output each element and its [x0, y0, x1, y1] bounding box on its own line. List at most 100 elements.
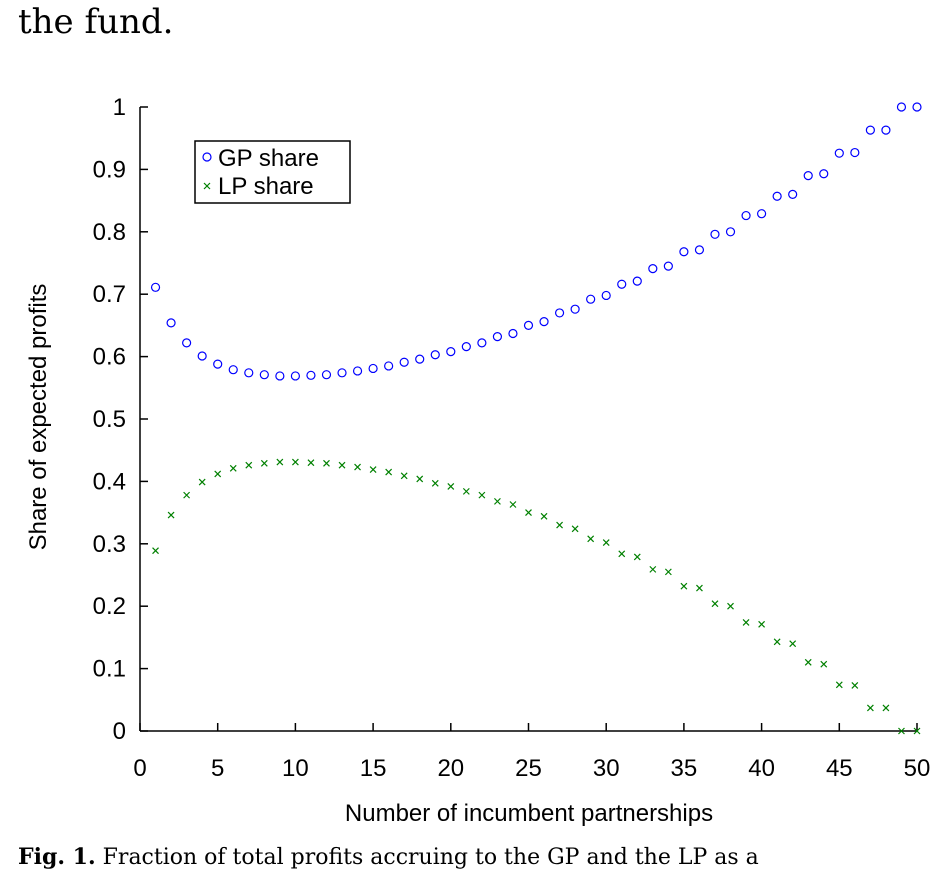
gp-share-point [275, 371, 285, 381]
x-tick-label: 50 [904, 755, 931, 782]
gp-share-point [570, 304, 580, 314]
y-axis-label: Share of expected profits [25, 284, 52, 551]
lp-share-point [680, 582, 688, 590]
gp-share-point [896, 102, 907, 112]
lp-share-point [571, 525, 579, 533]
gp-share-point [244, 368, 254, 378]
lp-share-point [338, 461, 346, 469]
x-tick-label: 0 [133, 755, 146, 782]
lp-share-point [323, 459, 330, 467]
lp-share-point [804, 658, 812, 666]
x-tick-label: 5 [211, 755, 224, 782]
x-tick-label: 40 [748, 755, 775, 782]
figure-caption: Fig. 1. Fraction of total profits accrui… [18, 844, 937, 870]
gp-share-point [679, 247, 689, 257]
gp-share-point [632, 276, 642, 286]
lp-share-point [540, 512, 548, 520]
gp-share-point [446, 347, 456, 357]
gp-share-point [554, 308, 565, 318]
x-axis-label: Number of incumbent partnerships [345, 800, 713, 827]
x-tick-label: 25 [515, 755, 542, 782]
gp-share-point [399, 357, 409, 367]
lp-share-point [820, 660, 828, 668]
lp-share-point [711, 600, 719, 608]
caption-text: Fraction of total profits accruing to th… [102, 845, 759, 870]
gp-share-point [881, 125, 891, 135]
gp-share-point [384, 361, 394, 371]
gp-share-point [492, 332, 503, 342]
lp-share-point [773, 638, 781, 646]
gp-share-point [741, 210, 751, 221]
gp-share-point [756, 209, 767, 219]
gp-share-point [772, 191, 782, 201]
lp-share-point [276, 458, 284, 466]
gp-share-point [725, 227, 736, 237]
gp-share-point [788, 189, 798, 199]
lp-share-point [198, 478, 206, 486]
lp-share-point [618, 550, 626, 558]
gp-share-point [601, 290, 611, 301]
lp-share-series [152, 458, 921, 735]
legend-lp-marker [203, 182, 211, 190]
gp-share-point [166, 318, 176, 328]
gp-share-point [337, 368, 347, 378]
preceding-text: the fund. [18, 2, 174, 42]
lp-share-point [167, 511, 175, 519]
y-tick-label: 0.1 [93, 656, 126, 683]
lp-share-point [866, 704, 874, 712]
gp-share-point [912, 102, 922, 112]
gp-share-point [477, 338, 487, 348]
lp-share-point [431, 479, 439, 487]
gp-share-point [834, 148, 844, 158]
lp-share-point [742, 618, 750, 626]
x-tick-label: 30 [593, 755, 620, 782]
scatter-chart: 0 0.1 0.2 0.3 0.4 0.5 0.6 0.7 0.8 0.9 1 0 5 10 15 20 25… [25, 94, 931, 827]
x-tick-label: 45 [826, 755, 853, 782]
y-tick-label: 0.6 [93, 344, 126, 371]
lp-share-point [649, 565, 657, 573]
lp-share-point [291, 458, 299, 466]
lp-share-point [183, 491, 191, 499]
gp-share-point [648, 264, 658, 274]
lp-share-point [696, 584, 703, 592]
lp-share-point [307, 459, 315, 467]
gp-share-point [368, 363, 378, 374]
x-tick-label: 20 [437, 755, 464, 782]
lp-share-point [462, 487, 470, 495]
gp-share-point [290, 371, 300, 381]
gp-share-point [228, 365, 238, 375]
y-tick-label: 0.8 [93, 219, 126, 246]
lp-share-point [882, 704, 890, 712]
gp-share-point [213, 359, 223, 369]
gp-share-point [430, 350, 440, 360]
lp-share-point [478, 491, 486, 499]
lp-share-point [789, 640, 797, 648]
gp-share-point [617, 279, 627, 289]
legend-gp-label: GP share [218, 145, 319, 172]
x-tick-label: 35 [671, 755, 698, 782]
lp-share-point [758, 620, 766, 628]
lp-share-point [354, 463, 361, 471]
chart-legend: GP share LP share [194, 140, 351, 204]
caption-label: Fig. 1. [18, 844, 96, 870]
lp-share-point [664, 568, 672, 576]
gp-share-point [150, 282, 161, 292]
lp-share-point [633, 553, 641, 561]
gp-share-point [539, 317, 549, 327]
y-tick-label: 0.2 [93, 593, 126, 620]
gp-share-point [850, 147, 860, 158]
x-tick-label: 15 [360, 755, 387, 782]
gp-share-point [461, 342, 471, 352]
gp-share-point [259, 370, 269, 380]
lp-share-point [400, 472, 408, 480]
gp-share-point [306, 370, 316, 380]
y-tick-label: 0.7 [93, 281, 126, 308]
gp-share-point [803, 171, 813, 181]
lp-share-point [229, 464, 237, 472]
lp-share-point [493, 497, 501, 505]
lp-share-point [416, 475, 424, 483]
gp-share-point [352, 366, 363, 376]
gp-share-point [710, 229, 720, 239]
y-tick-label: 0.3 [93, 531, 126, 558]
lp-share-point [447, 482, 455, 490]
